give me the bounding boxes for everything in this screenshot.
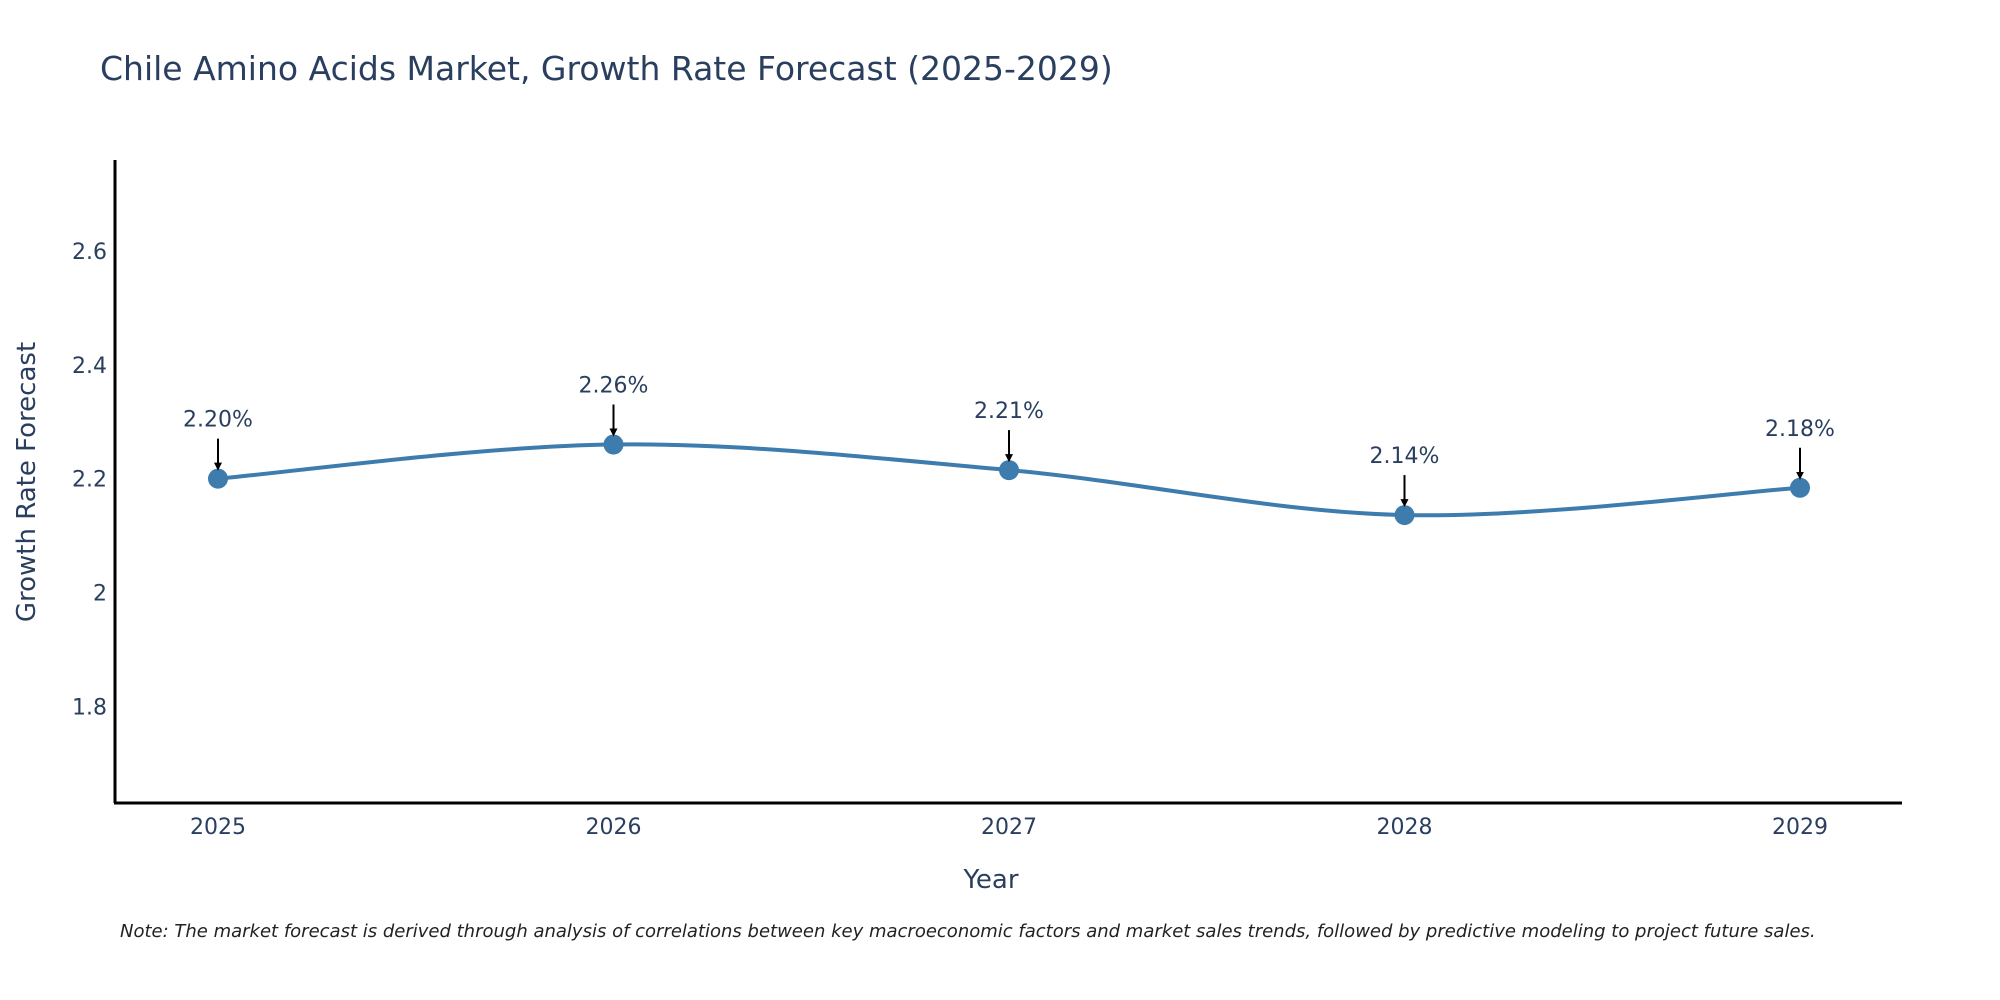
x-tick-label: 2025 — [190, 815, 246, 840]
data-point[interactable] — [603, 434, 624, 455]
data-point[interactable] — [208, 468, 228, 489]
x-axis-ticks: 2025 2026 2027 2028 2029 — [190, 815, 1828, 840]
y-tick-label: 2.6 — [72, 240, 107, 265]
data-label: 2.20% — [183, 408, 253, 433]
footnote: Note: The market forecast is derived thr… — [120, 921, 1816, 942]
plot-area: 2.20% 2.26% 2.21% 2.14% 2.18% — [183, 374, 1835, 526]
x-tick-label: 2028 — [1377, 815, 1433, 840]
x-tick-label: 2029 — [1772, 815, 1828, 840]
chart-title: Chile Amino Acids Market, Growth Rate Fo… — [100, 49, 1113, 88]
y-tick-label: 1.8 — [72, 695, 107, 720]
data-point[interactable] — [1790, 477, 1810, 498]
x-tick-label: 2026 — [586, 815, 642, 840]
data-label: 2.26% — [579, 374, 649, 399]
y-axis-ticks: 1.8 2 2.2 2.4 2.6 — [72, 240, 107, 720]
data-label: 2.21% — [974, 399, 1044, 424]
y-tick-label: 2.2 — [72, 468, 107, 493]
y-tick-label: 2 — [93, 581, 107, 606]
data-point[interactable] — [999, 460, 1019, 481]
data-point[interactable] — [1394, 505, 1415, 526]
y-axis-title: Growth Rate Forecast — [12, 342, 42, 622]
x-axis-title: Year — [962, 865, 1018, 895]
data-label: 2.18% — [1765, 417, 1835, 442]
x-tick-label: 2027 — [981, 815, 1037, 840]
data-label: 2.14% — [1370, 444, 1440, 469]
y-tick-label: 2.4 — [72, 354, 107, 379]
